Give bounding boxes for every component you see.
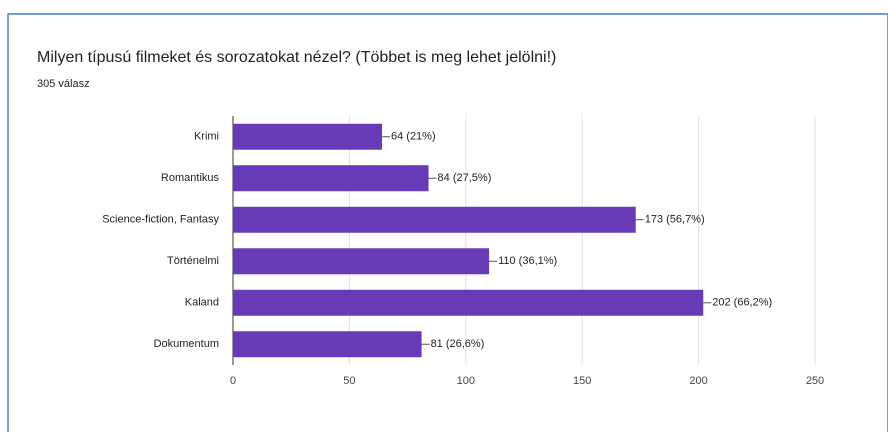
- bar: [233, 165, 429, 192]
- x-tick-label: 0: [230, 375, 236, 387]
- y-tick-label: Krimi: [194, 131, 219, 143]
- bar: [233, 206, 636, 233]
- value-label: 110 (36,1%): [498, 255, 557, 267]
- x-tick-label: 150: [573, 375, 591, 387]
- chart-title: Milyen típusú filmeket és sorozatokat né…: [37, 49, 556, 66]
- x-tick-label: 250: [806, 375, 824, 387]
- y-tick-label: Romantikus: [161, 172, 220, 184]
- y-tick-label: Dokumentum: [154, 338, 219, 350]
- value-label: 173 (56,7%): [645, 214, 705, 226]
- x-tick-label: 100: [457, 375, 475, 387]
- chart-subtitle: 305 válasz: [37, 78, 90, 90]
- bar: [233, 289, 704, 316]
- value-label: 81 (26,6%): [431, 338, 485, 350]
- bar: [233, 123, 382, 150]
- value-label: 84 (27,5%): [438, 172, 492, 184]
- bar: [233, 248, 490, 275]
- value-label: 202 (66,2%): [712, 297, 772, 309]
- value-label: 64 (21%): [391, 131, 436, 143]
- x-tick-label: 200: [689, 375, 707, 387]
- x-tick-label: 50: [343, 375, 355, 387]
- y-tick-label: Science-fiction, Fantasy: [102, 214, 219, 226]
- y-tick-label: Történelmi: [167, 255, 219, 267]
- y-tick-label: Kaland: [185, 297, 219, 309]
- bar: [233, 331, 422, 358]
